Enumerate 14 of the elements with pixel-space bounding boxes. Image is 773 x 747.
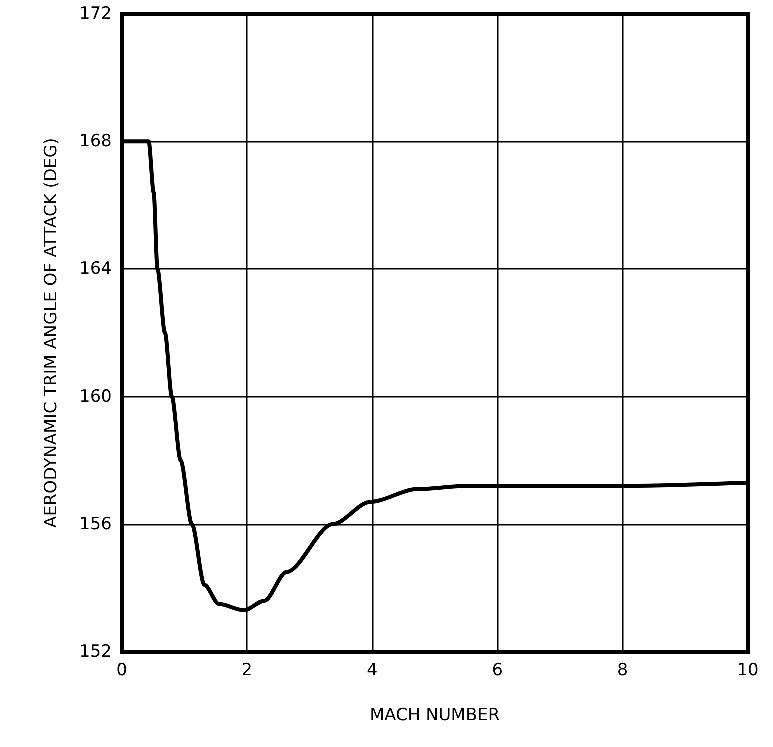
y-tick-label: 168 (80, 132, 112, 152)
x-tick-label: 4 (366, 660, 378, 680)
x-tick-label: 6 (492, 660, 504, 680)
x-tick-label: 8 (617, 660, 628, 680)
y-tick-label: 160 (80, 386, 112, 407)
y-tick-label: 164 (80, 259, 112, 280)
x-axis-title: MACH NUMBER (370, 706, 500, 726)
y-tick-label: 156 (80, 514, 112, 534)
x-tick-label: 10 (737, 660, 759, 680)
y-tick-label: 172 (80, 4, 112, 24)
x-tick-label: 0 (116, 660, 128, 680)
y-axis-title: AERODYNAMIC TRIM ANGLE OF ATTACK (DEG) (42, 138, 62, 528)
x-tick-label: 2 (242, 660, 253, 680)
y-tick-label: 152 (80, 642, 112, 662)
